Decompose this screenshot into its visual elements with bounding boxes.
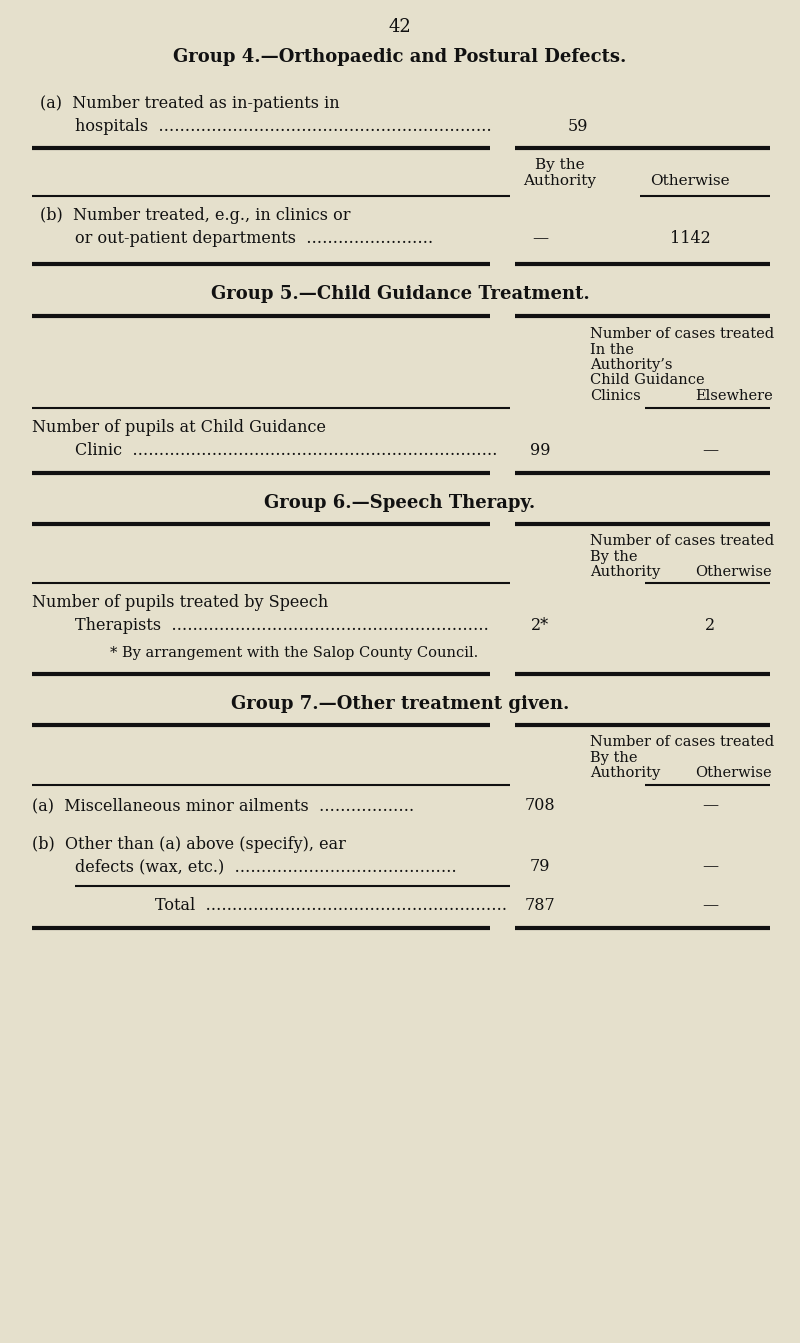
Text: defects (wax, etc.)  ……………………………………: defects (wax, etc.) …………………………………… xyxy=(75,858,457,876)
Text: Group 6.—Speech Therapy.: Group 6.—Speech Therapy. xyxy=(264,494,536,512)
Text: —: — xyxy=(702,442,718,459)
Text: Therapists  ……………………………………………………: Therapists …………………………………………………… xyxy=(75,616,489,634)
Text: By the: By the xyxy=(590,551,638,564)
Text: Clinic  ……………………………………………………………: Clinic …………………………………………………………… xyxy=(75,442,498,459)
Text: Otherwise: Otherwise xyxy=(695,766,772,780)
Text: 2*: 2* xyxy=(531,616,549,634)
Text: Group 7.—Other treatment given.: Group 7.—Other treatment given. xyxy=(231,694,569,713)
Text: Group 4.—Orthopaedic and Postural Defects.: Group 4.—Orthopaedic and Postural Defect… xyxy=(174,48,626,66)
Text: —: — xyxy=(702,858,718,876)
Text: Number of cases treated: Number of cases treated xyxy=(590,326,774,341)
Text: Number of pupils treated by Speech: Number of pupils treated by Speech xyxy=(32,594,328,611)
Text: Authority’s: Authority’s xyxy=(590,359,673,372)
Text: Otherwise: Otherwise xyxy=(650,175,730,188)
Text: Total  …………………………………………………: Total ………………………………………………… xyxy=(155,897,507,915)
Text: (b)  Number treated, e.g., in clinics or: (b) Number treated, e.g., in clinics or xyxy=(40,207,350,224)
Text: (a)  Miscellaneous minor ailments  ………………: (a) Miscellaneous minor ailments ……………… xyxy=(32,796,414,814)
Text: Number of cases treated: Number of cases treated xyxy=(590,535,774,548)
Text: Group 5.—Child Guidance Treatment.: Group 5.—Child Guidance Treatment. xyxy=(210,285,590,304)
Text: 79: 79 xyxy=(530,858,550,876)
Text: Otherwise: Otherwise xyxy=(695,565,772,579)
Text: By the: By the xyxy=(535,158,585,172)
Text: 42: 42 xyxy=(389,17,411,36)
Text: 99: 99 xyxy=(530,442,550,459)
Text: By the: By the xyxy=(590,751,638,766)
Text: Authority: Authority xyxy=(590,766,660,780)
Text: —: — xyxy=(702,897,718,915)
Text: 1142: 1142 xyxy=(670,230,710,247)
Text: hospitals  ………………………………………………………: hospitals ……………………………………………………… xyxy=(75,118,492,136)
Text: Authority: Authority xyxy=(590,565,660,579)
Text: 2: 2 xyxy=(705,616,715,634)
Text: 708: 708 xyxy=(525,796,555,814)
Text: In the: In the xyxy=(590,342,634,357)
Text: or out-patient departments  ……………………: or out-patient departments …………………… xyxy=(75,230,434,247)
Text: (a)  Number treated as in-patients in: (a) Number treated as in-patients in xyxy=(40,95,340,111)
Text: —: — xyxy=(702,796,718,814)
Text: Clinics: Clinics xyxy=(590,389,641,403)
Text: 59: 59 xyxy=(568,118,589,136)
Text: Number of pupils at Child Guidance: Number of pupils at Child Guidance xyxy=(32,419,326,436)
Text: (b)  Other than (a) above (specify), ear: (b) Other than (a) above (specify), ear xyxy=(32,835,346,853)
Text: Elsewhere: Elsewhere xyxy=(695,389,773,403)
Text: 787: 787 xyxy=(525,897,555,915)
Text: —: — xyxy=(532,230,548,247)
Text: * By arrangement with the Salop County Council.: * By arrangement with the Salop County C… xyxy=(110,646,478,659)
Text: Number of cases treated: Number of cases treated xyxy=(590,735,774,749)
Text: Authority: Authority xyxy=(523,175,597,188)
Text: Child Guidance: Child Guidance xyxy=(590,373,705,387)
